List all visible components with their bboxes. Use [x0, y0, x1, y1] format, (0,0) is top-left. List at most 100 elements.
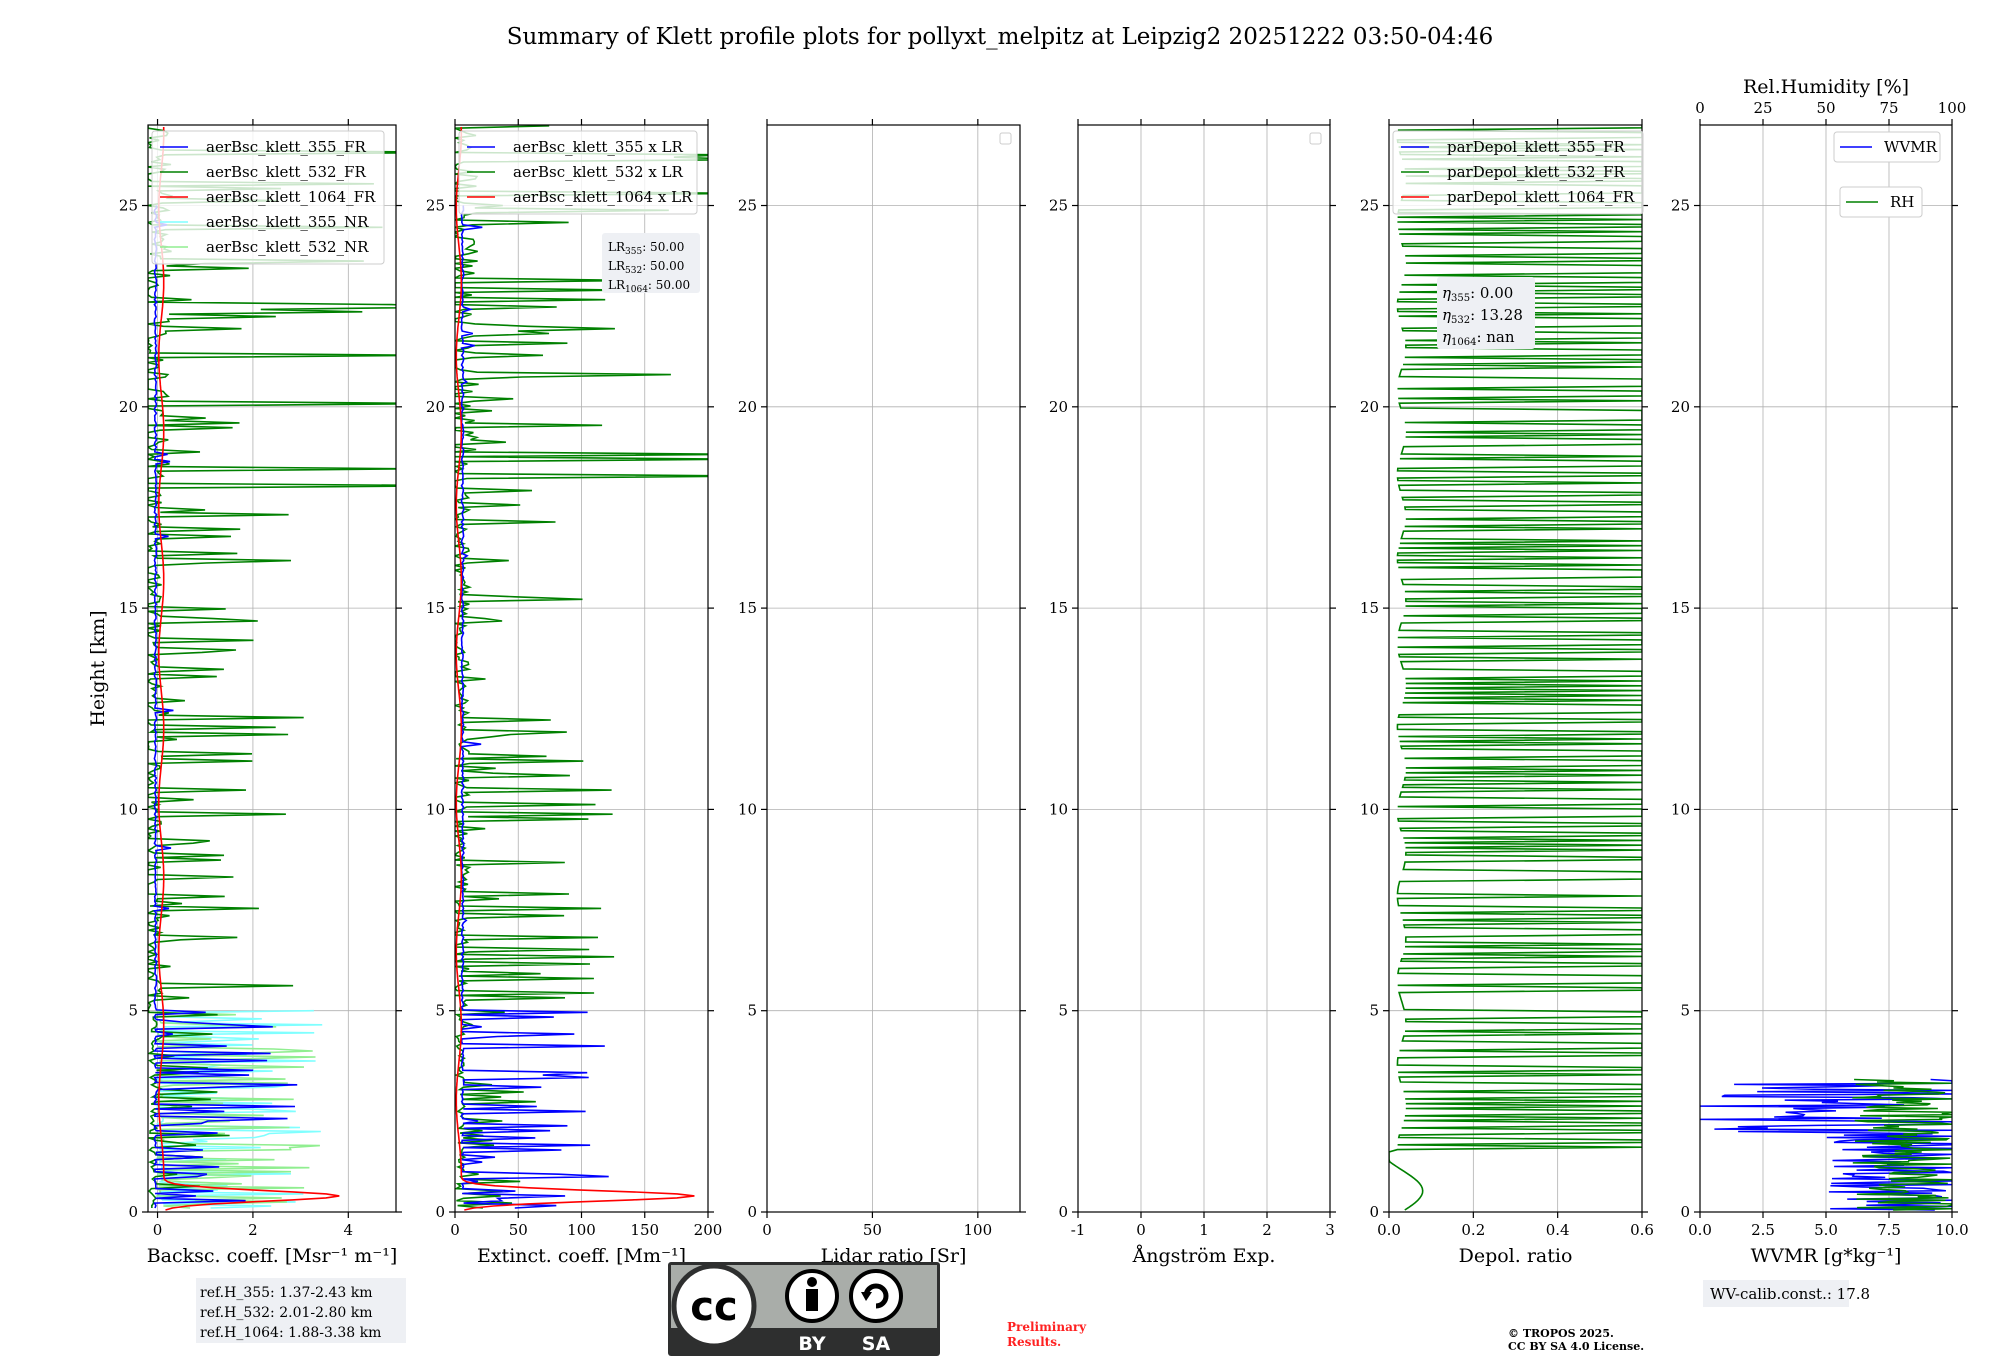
x-tick-label: 50 [509, 1221, 528, 1239]
top-tick-label: 25 [1753, 99, 1772, 117]
x-tick-label: 100 [567, 1221, 596, 1239]
ref-height-1064: ref.H_1064: 1.88-3.38 km [200, 1325, 381, 1341]
y-tick-label: 10 [738, 800, 757, 818]
x-tick-label: 0.4 [1546, 1221, 1570, 1239]
legend-entry: aerBsc_klett_355_FR [206, 138, 366, 156]
y-tick-label: 20 [1671, 398, 1690, 416]
x-tick-label: 0 [762, 1221, 772, 1239]
sa-icon [849, 1269, 903, 1323]
eta-entry: η355: 0.00 [1442, 284, 1513, 304]
y-tick-label: 20 [119, 398, 138, 416]
legend: aerBsc_klett_355_FR aerBsc_klett_532_FRae… [151, 130, 385, 265]
y-tick-label: 20 [426, 398, 445, 416]
panel-depolarization: 0.0 0.2 0.4 0.6 0 5 10 15 20 25 Depol. ratio parDep… [1360, 119, 1654, 1267]
x-tick-label: 0.2 [1461, 1221, 1485, 1239]
x-axis-label: Lidar ratio [Sr] [821, 1245, 967, 1267]
y-tick-label: 5 [128, 1002, 138, 1020]
legend-entry: parDepol_klett_355_FR [1447, 138, 1625, 156]
y-tick-label: 5 [1680, 1002, 1690, 1020]
y-tick-label: 20 [1049, 398, 1068, 416]
legend-entry: aerBsc_klett_532_FR [206, 163, 366, 181]
top-tick-label: 50 [1816, 99, 1835, 117]
wv-calibration: WV-calib.const.: 17.8 [1710, 1285, 1870, 1303]
preliminary-note: Preliminary Results. [1007, 1320, 1087, 1349]
legend-entry: RH [1890, 193, 1914, 211]
panel-lidar_ratio: 0 50 100 0 5 10 15 20 25 Lidar ratio [Sr] [738, 119, 1026, 1267]
x-tick-label: 2 [1262, 1221, 1272, 1239]
x-tick-label: 150 [630, 1221, 659, 1239]
legend-entry: parDepol_klett_1064_FR [1447, 188, 1635, 206]
figure-title: Summary of Klett profile plots for polly… [507, 24, 1494, 50]
series-group [148, 125, 396, 1211]
legend: RH [1839, 186, 1923, 218]
grid [1077, 125, 1331, 1213]
series-group [1700, 1078, 1952, 1211]
y-tick-label: 25 [119, 197, 138, 215]
series-WVMR [1700, 1078, 1952, 1211]
cc-icon [671, 1263, 757, 1349]
y-tick-label: 15 [119, 599, 138, 617]
x-tick-label: 200 [694, 1221, 723, 1239]
y-tick-label: 5 [435, 1002, 445, 1020]
y-tick-label: 15 [426, 599, 445, 617]
legend: parDepol_klett_355_FR parDepol_klett_532_… [1392, 130, 1644, 215]
axes-frame [147, 124, 397, 1213]
wv-calibration-box: WV-calib.const.: 17.8 [1703, 1280, 1870, 1307]
x-tick-label: 3 [1325, 1221, 1335, 1239]
y-tick-label: 25 [1049, 197, 1068, 215]
x-tick-label: 7.5 [1877, 1221, 1901, 1239]
x-tick-label: 2.5 [1751, 1221, 1775, 1239]
y-tick-label: 25 [1360, 197, 1379, 215]
legend: aerBsc_klett_355 x LR aerBsc_klett_532 x … [458, 130, 698, 215]
legend: WVMR [1833, 131, 1941, 163]
x-tick-label: 2 [248, 1221, 258, 1239]
y-tick-label: 0 [1369, 1203, 1379, 1221]
y-tick-label: 10 [1360, 800, 1379, 818]
panel-extinction: 0 50 100 150 200 0 5 10 15 20 25 Extinct. coeff. [M… [426, 119, 723, 1267]
ref-height-532: ref.H_532: 2.01-2.80 km [200, 1305, 373, 1321]
x-tick-label: 50 [863, 1221, 882, 1239]
y-tick-label: 5 [747, 1002, 757, 1020]
top-tick-label: 100 [1938, 99, 1967, 117]
x-tick-label: -1 [1071, 1221, 1086, 1239]
series-group [1389, 125, 1642, 1211]
cc-text: cc [690, 1284, 737, 1330]
y-tick-label: 15 [738, 599, 757, 617]
by-label: BY [798, 1333, 825, 1355]
x-tick-label: 0 [153, 1221, 163, 1239]
y-tick-label: 25 [426, 197, 445, 215]
x-tick-label: 0.0 [1377, 1221, 1401, 1239]
axes-frame [1388, 124, 1643, 1213]
legend-entry: aerBsc_klett_355_NR [206, 213, 369, 231]
y-tick-label: 20 [1360, 398, 1379, 416]
eta-entry: η532: 13.28 [1442, 306, 1523, 326]
x-axis-label: Ångström Exp. [1132, 1245, 1276, 1267]
x-axis-label: Depol. ratio [1459, 1245, 1573, 1267]
y-tick-label: 15 [1671, 599, 1690, 617]
top-axis-label: Rel.Humidity [%] [1743, 76, 1909, 98]
x-tick-label: 4 [344, 1221, 354, 1239]
axes-frame [766, 124, 1021, 1213]
y-tick-label: 0 [1058, 1203, 1068, 1221]
y-axis-label: Height [km] [87, 610, 109, 726]
legend-entry: parDepol_klett_532_FR [1447, 163, 1625, 181]
series-group [455, 125, 708, 1211]
series-aerBsc_klett_1064 x LR [455, 126, 695, 1211]
y-tick-label: 0 [747, 1203, 757, 1221]
y-tick-label: 10 [426, 800, 445, 818]
y-tick-label: 0 [128, 1203, 138, 1221]
x-tick-label: 10.0 [1935, 1221, 1968, 1239]
series-parDepol_klett_532_FR [1389, 125, 1642, 1211]
legend-entry: aerBsc_klett_1064 x LR [513, 188, 693, 206]
y-tick-label: 15 [1360, 599, 1379, 617]
x-tick-label: 5.0 [1814, 1221, 1838, 1239]
top-tick-label: 75 [1879, 99, 1898, 117]
x-tick-label: 0 [450, 1221, 460, 1239]
y-tick-label: 0 [1680, 1203, 1690, 1221]
x-tick-label: 0 [1136, 1221, 1146, 1239]
lidar-ratio-box: LR355: 50.00 LR532: 50.00 LR1064: 50.00 [602, 233, 700, 295]
x-tick-label: 0.0 [1688, 1221, 1712, 1239]
